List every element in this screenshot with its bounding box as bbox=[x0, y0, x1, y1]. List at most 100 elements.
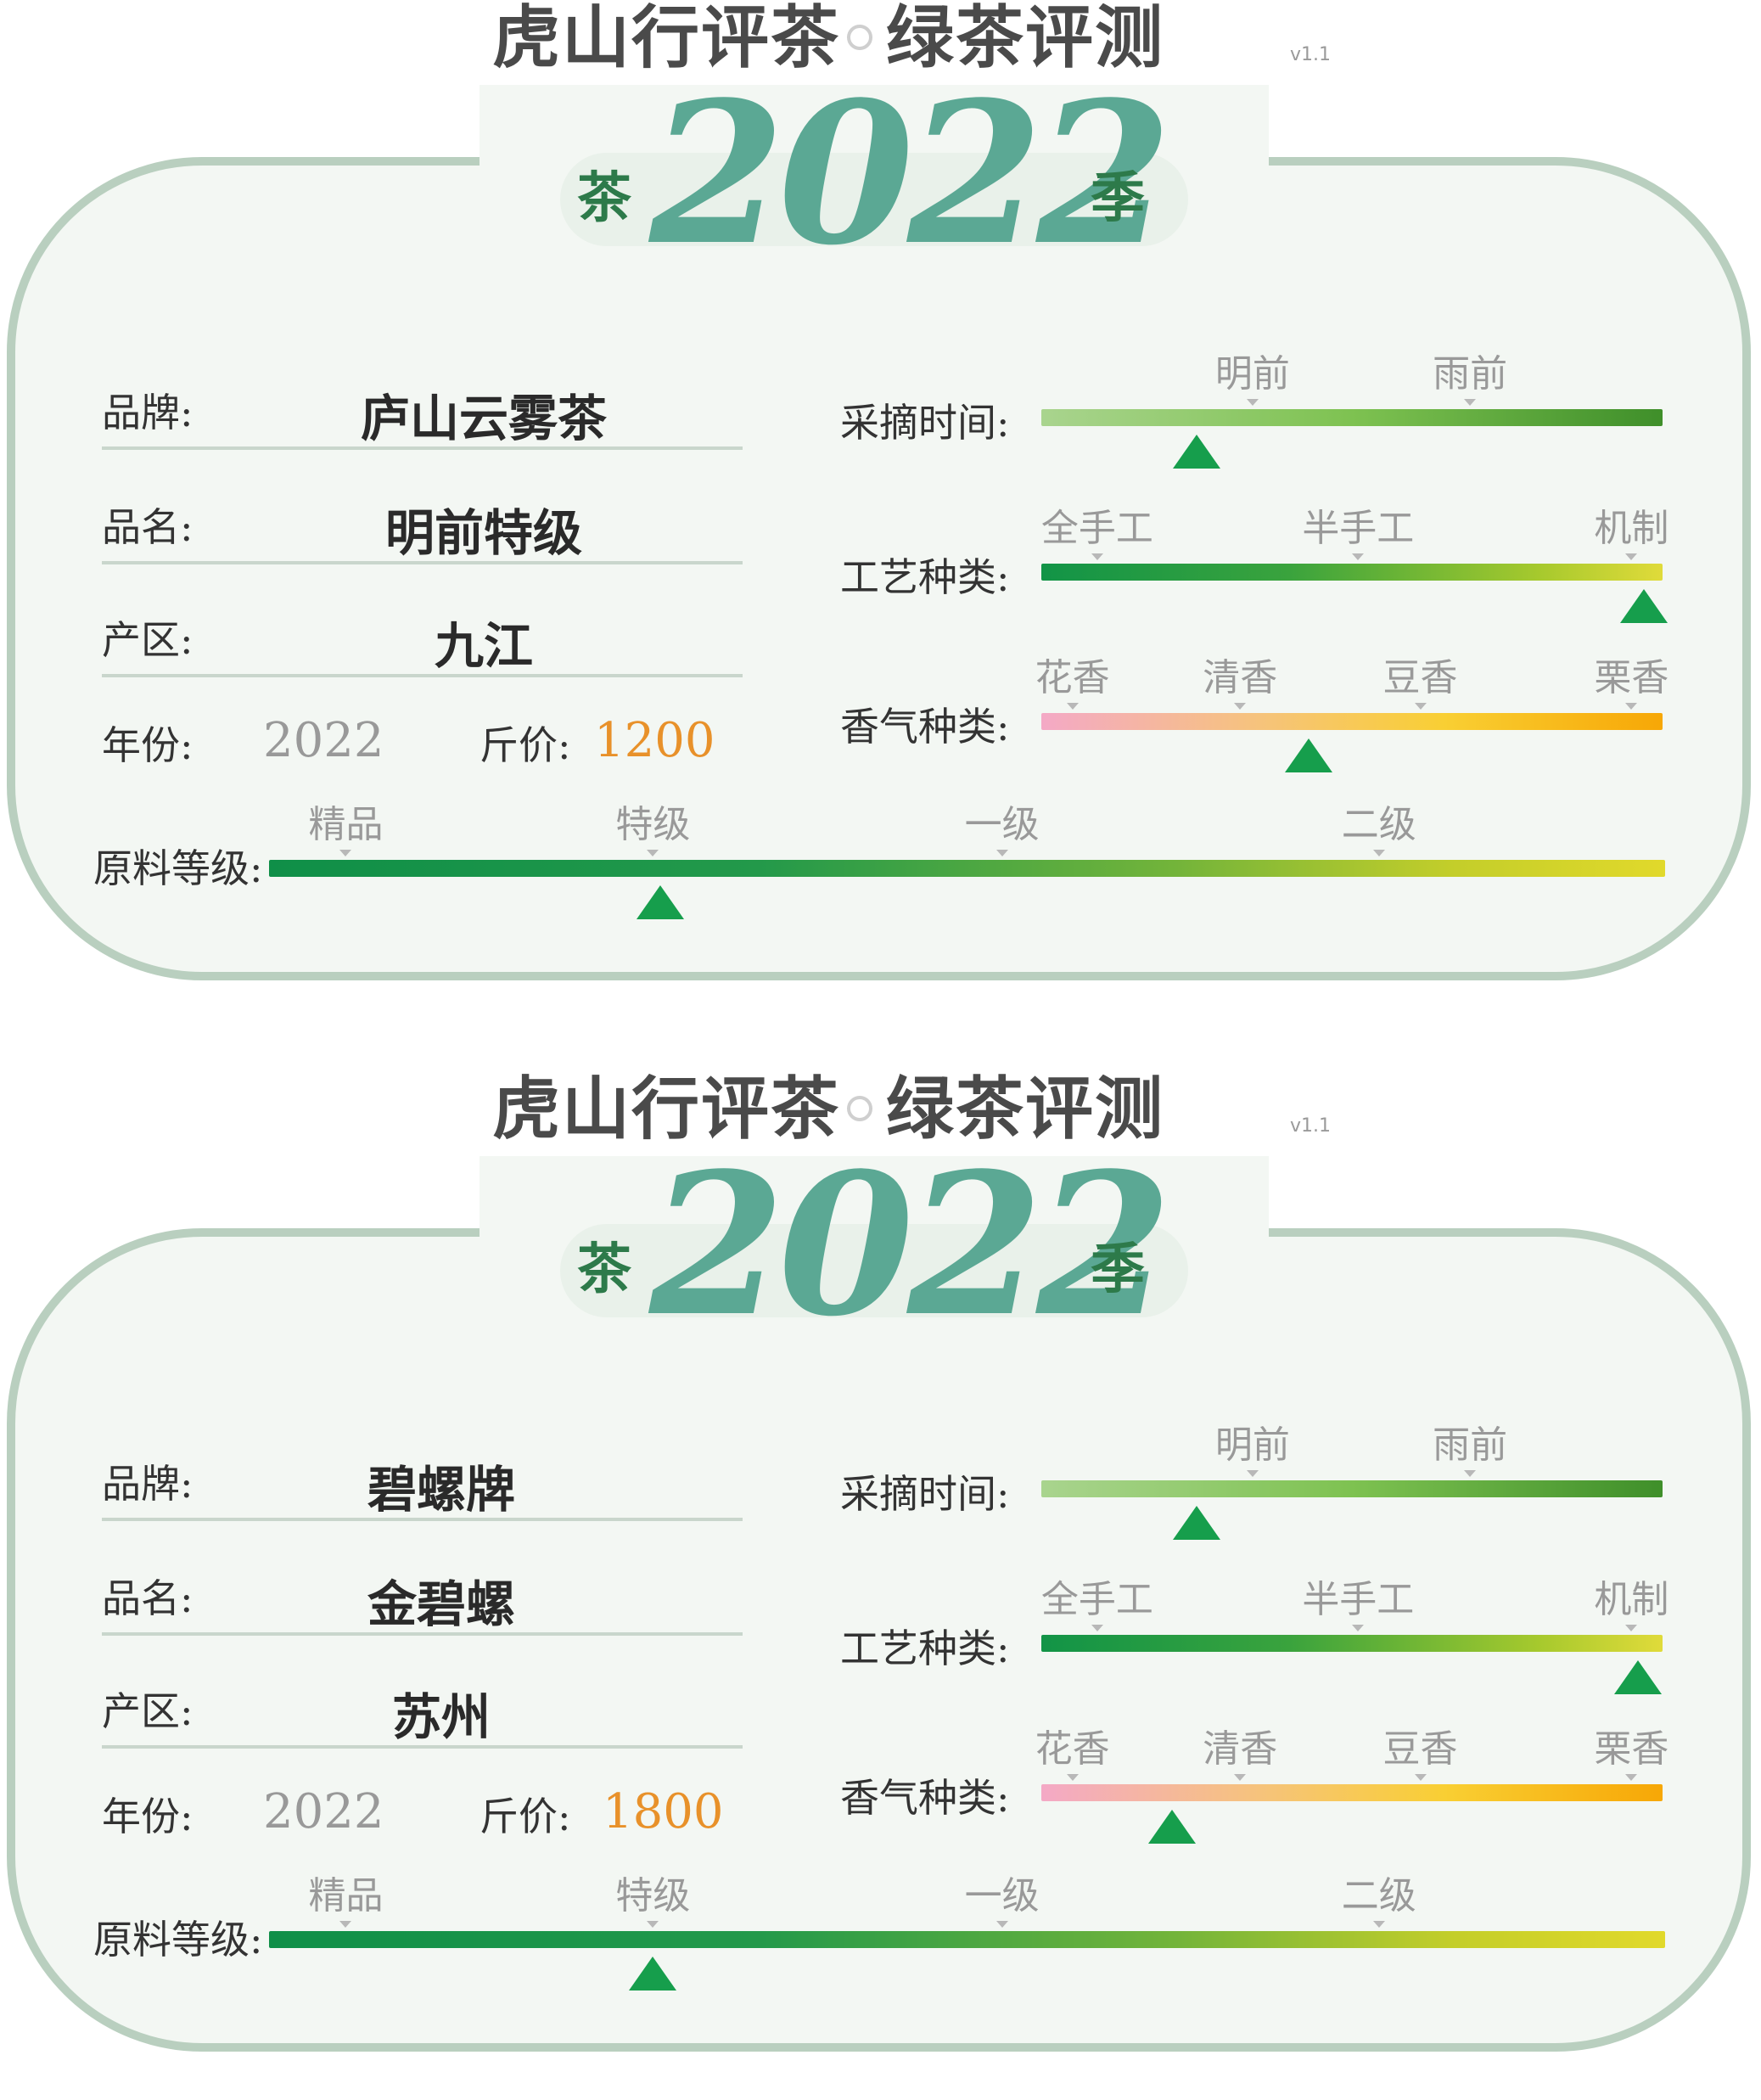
grade-tick-label: 二级 bbox=[1342, 794, 1416, 856]
divider bbox=[102, 674, 743, 677]
name-value: 金碧螺 bbox=[367, 1575, 515, 1633]
aroma-marker-triangle-icon bbox=[1284, 738, 1332, 772]
brand-value: 庐山云雾茶 bbox=[360, 390, 607, 447]
year-price-row: 年份: 2022 斤价: 1800 bbox=[102, 1760, 743, 1854]
year-label: 年份: bbox=[102, 1794, 193, 1839]
aroma-marker-triangle-icon bbox=[1147, 1810, 1196, 1844]
origin-label: 产区: bbox=[102, 617, 193, 663]
craft-type-label: 工艺种类: bbox=[840, 1626, 1010, 1671]
aroma-tick-label: 清香 bbox=[1203, 647, 1277, 710]
grade-tick-label: 二级 bbox=[1342, 1865, 1416, 1928]
grade-tick-label: 特级 bbox=[615, 1865, 690, 1928]
grade-gradient-bar bbox=[269, 860, 1665, 877]
price-value: 1800 bbox=[603, 1784, 724, 1839]
craft-type-label: 工艺种类: bbox=[840, 554, 1010, 600]
aroma-tick-label: 豆香 bbox=[1383, 1718, 1458, 1781]
aroma-tick-label: 清香 bbox=[1203, 1718, 1277, 1781]
circle-dot-icon bbox=[847, 25, 872, 51]
badge-year: 2022 bbox=[649, 1131, 1172, 1360]
craft-marker-triangle-icon bbox=[1613, 1660, 1662, 1694]
craft-gradient-bar bbox=[1041, 1635, 1663, 1652]
picking-tick-label: 雨前 bbox=[1433, 343, 1507, 406]
craft-marker-triangle-icon bbox=[1620, 589, 1668, 623]
badge-suffix: 季 bbox=[1091, 167, 1145, 230]
craft-tick-label: 全手工 bbox=[1041, 1569, 1153, 1631]
aroma-gradient-bar bbox=[1041, 1784, 1663, 1801]
divider bbox=[102, 561, 743, 564]
year-value: 2022 bbox=[263, 713, 384, 768]
divider bbox=[102, 1518, 743, 1521]
grade-tick-label: 精品 bbox=[308, 794, 383, 856]
aroma-tick-label: 花香 bbox=[1035, 647, 1110, 710]
badge-pill bbox=[560, 153, 1188, 246]
picking-gradient-bar bbox=[1041, 409, 1663, 426]
divider bbox=[102, 446, 743, 450]
origin-value: 九江 bbox=[434, 617, 533, 675]
year-label: 年份: bbox=[102, 722, 193, 768]
price-label: 斤价: bbox=[480, 722, 571, 768]
craft-tick-label: 全手工 bbox=[1041, 497, 1153, 560]
badge-year: 2022 bbox=[649, 59, 1172, 289]
picking-gradient-bar bbox=[1041, 1480, 1663, 1497]
tea-review-card: 虎山行评茶 绿茶评测 v1.1 茶 2022 季 品牌: 碧螺牌 品名: 金碧螺 … bbox=[0, 1071, 1761, 2100]
header-title-left: 虎山行评茶 bbox=[492, 0, 840, 77]
header-title-right: 绿茶评测 bbox=[886, 1070, 1164, 1148]
aroma-tick-label: 栗香 bbox=[1594, 647, 1668, 710]
grade-tick-label: 一级 bbox=[965, 1865, 1040, 1928]
tea-review-card: 虎山行评茶 绿茶评测 v1.1 茶 2022 季 品牌: 庐山云雾茶 品名: 明前… bbox=[0, 0, 1761, 1029]
origin-row: 产区: 苏州 bbox=[102, 1655, 743, 1749]
price-value: 1200 bbox=[594, 713, 715, 768]
header-title: 虎山行评茶 绿茶评测 bbox=[492, 0, 1164, 76]
grade-tick-label: 精品 bbox=[308, 1865, 383, 1928]
grade-tick-label: 一级 bbox=[965, 794, 1040, 856]
craft-gradient-bar bbox=[1041, 564, 1663, 581]
picking-time-label: 采摘时间: bbox=[840, 1471, 1010, 1517]
brand-value: 碧螺牌 bbox=[367, 1461, 515, 1519]
brand-row: 品牌: 碧螺牌 bbox=[102, 1428, 743, 1521]
picking-tick-label: 明前 bbox=[1215, 1414, 1290, 1477]
name-row: 品名: 明前特级 bbox=[102, 471, 743, 564]
header-title-left: 虎山行评茶 bbox=[492, 1070, 840, 1148]
divider bbox=[102, 1632, 743, 1636]
name-row: 品名: 金碧螺 bbox=[102, 1542, 743, 1636]
origin-row: 产区: 九江 bbox=[102, 584, 743, 677]
grade-marker-triangle-icon bbox=[629, 1957, 677, 1991]
brand-label: 品牌: bbox=[102, 1461, 193, 1507]
name-label: 品名: bbox=[102, 1575, 193, 1621]
picking-tick-label: 雨前 bbox=[1433, 1414, 1507, 1477]
price-label: 斤价: bbox=[480, 1794, 571, 1839]
year-price-row: 年份: 2022 斤价: 1200 bbox=[102, 689, 743, 783]
aroma-tick-label: 豆香 bbox=[1383, 647, 1458, 710]
header-title-right: 绿茶评测 bbox=[886, 0, 1164, 77]
aroma-tick-label: 花香 bbox=[1035, 1718, 1110, 1781]
circle-dot-icon bbox=[847, 1096, 872, 1122]
brand-row: 品牌: 庐山云雾茶 bbox=[102, 357, 743, 450]
origin-value: 苏州 bbox=[391, 1688, 491, 1746]
craft-tick-label: 半手工 bbox=[1302, 1569, 1414, 1631]
grade-tick-label: 特级 bbox=[615, 794, 690, 856]
name-value: 明前特级 bbox=[384, 504, 582, 562]
divider bbox=[102, 1745, 743, 1749]
picking-marker-triangle-icon bbox=[1173, 435, 1220, 469]
aroma-gradient-bar bbox=[1041, 713, 1663, 730]
picking-time-label: 采摘时间: bbox=[840, 400, 1010, 446]
craft-tick-label: 机制 bbox=[1594, 1569, 1668, 1631]
craft-tick-label: 半手工 bbox=[1302, 497, 1414, 560]
aroma-type-label: 香气种类: bbox=[840, 1775, 1010, 1821]
badge-prefix: 茶 bbox=[577, 167, 631, 230]
season-badge: 茶 2022 季 bbox=[480, 1148, 1269, 1343]
header-title: 虎山行评茶 绿茶评测 bbox=[492, 1071, 1164, 1148]
year-value: 2022 bbox=[263, 1784, 384, 1839]
grade-gradient-bar bbox=[269, 1931, 1665, 1948]
version-label: v1.1 bbox=[1290, 44, 1332, 65]
version-label: v1.1 bbox=[1290, 1115, 1332, 1137]
season-badge: 茶 2022 季 bbox=[480, 76, 1269, 272]
name-label: 品名: bbox=[102, 504, 193, 550]
raw-grade-label: 原料等级: bbox=[93, 1917, 263, 1962]
raw-grade-label: 原料等级: bbox=[93, 845, 263, 891]
badge-prefix: 茶 bbox=[577, 1238, 631, 1301]
craft-tick-label: 机制 bbox=[1594, 497, 1668, 560]
origin-label: 产区: bbox=[102, 1688, 193, 1734]
badge-suffix: 季 bbox=[1091, 1238, 1145, 1301]
badge-pill bbox=[560, 1224, 1188, 1317]
